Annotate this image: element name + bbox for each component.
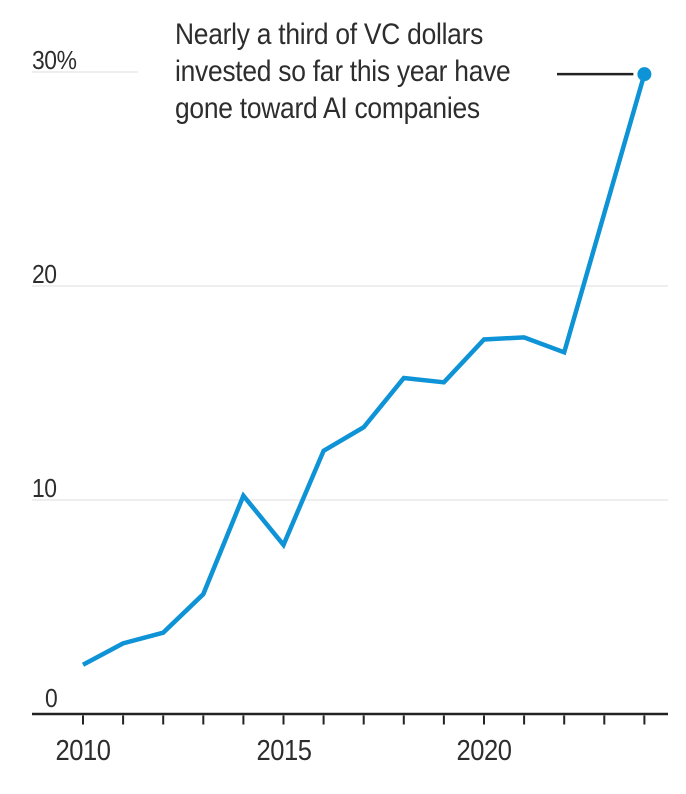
y-axis-label-10: 10 [32,473,57,503]
data-line [81,73,647,667]
end-dot [637,67,652,82]
x-axis-label-2010: 2010 [55,735,111,767]
y-axis-label-20: 20 [32,259,57,289]
y-axis-label-30: 30% [32,45,77,75]
x-axis-label-2015: 2015 [255,735,312,767]
annotation-line-1: Nearly a third of VC dollars [175,18,484,51]
chart-annotation: Nearly a third of VC dollars invested so… [175,16,511,127]
y-axis-label-0: 0 [45,683,58,713]
x-axis-label-2020: 2020 [456,735,512,767]
annotation-line-3: gone toward AI companies [175,92,480,125]
annotation-line-2: invested so far this year have [175,55,511,88]
